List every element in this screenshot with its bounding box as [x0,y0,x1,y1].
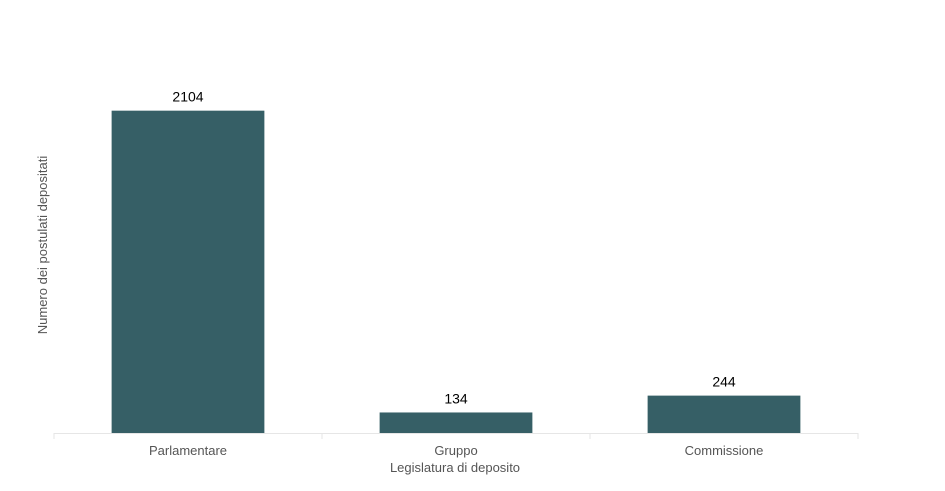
data-label: 244 [712,374,736,390]
bar [379,412,533,433]
data-label: 134 [444,390,468,406]
x-tick-label: Commissione [685,443,764,458]
bar [647,395,801,433]
y-axis-title: Numero dei postulati depositati [35,156,50,335]
x-tick-label: Parlamentare [149,443,227,458]
x-tick-label: Gruppo [434,443,477,458]
bar [111,110,265,433]
data-label: 2104 [172,89,203,105]
x-axis-title: Legislatura di deposito [390,460,520,475]
